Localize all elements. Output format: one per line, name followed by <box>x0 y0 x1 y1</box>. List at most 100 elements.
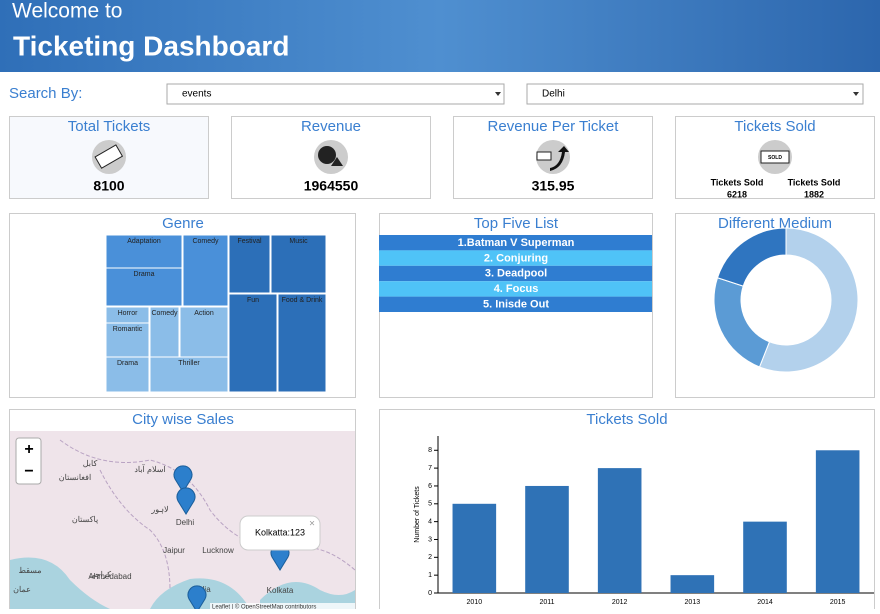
kpi-part-value: 6218 <box>727 189 747 199</box>
top-item: 2. Conjuring <box>484 252 548 264</box>
genre-cell <box>182 234 229 307</box>
panel-title: Top Five List <box>474 215 559 232</box>
x-tick-label: 2011 <box>539 599 554 606</box>
genre-cell <box>270 234 327 294</box>
top-item: 1.Batman V Superman <box>458 237 575 249</box>
kpi-value: 1964550 <box>304 178 359 194</box>
genre-cell <box>105 267 183 307</box>
genre-label: Music <box>289 238 308 245</box>
genre-label: Thriller <box>178 360 200 367</box>
icon <box>760 150 790 164</box>
bar <box>815 450 860 593</box>
border <box>99 469 171 591</box>
select-by[interactable] <box>166 83 505 105</box>
top-row <box>379 296 652 312</box>
y-tick-label: 4 <box>428 518 432 525</box>
y-tick-label: 1 <box>428 572 432 579</box>
top-row <box>379 281 652 297</box>
y-tick-label: 0 <box>428 590 432 597</box>
icon <box>536 151 552 161</box>
top-item: 3. Deadpool <box>485 268 547 280</box>
x-tick-label: 2012 <box>612 599 628 606</box>
x-tick-label: 2010 <box>467 599 483 606</box>
zoom-box <box>15 437 42 485</box>
genre-cell <box>149 356 229 393</box>
kpi-title: Revenue Per Ticket <box>488 118 620 135</box>
icon <box>94 144 124 169</box>
map[interactable]: کابل اسلام آباد افغانستان لاہور Delhi پاکستان… <box>10 431 356 613</box>
icon <box>318 146 336 164</box>
place: Kolkata <box>267 586 294 595</box>
genre-label: Drama <box>117 360 138 367</box>
donut-segment <box>758 227 859 373</box>
panel-title: Different Medium <box>718 215 832 232</box>
place: عمان <box>13 585 31 594</box>
bar <box>452 503 497 593</box>
header <box>0 0 880 72</box>
genre-label: Festival <box>237 238 262 245</box>
place: افغانستان <box>59 473 91 482</box>
top-item: 5. Inisde Out <box>483 299 549 311</box>
genre-cell <box>228 293 278 393</box>
genre-label: Action <box>194 310 214 317</box>
donut-segment <box>716 227 787 287</box>
genre-cell <box>179 306 229 358</box>
caret <box>853 92 859 96</box>
place: مسقط <box>18 566 41 575</box>
genre-label: Fun <box>247 297 259 304</box>
bar <box>525 485 569 593</box>
place: اسلام آباد <box>134 464 165 474</box>
select-city-value: Delhi <box>542 89 565 100</box>
x-tick-label: 2015 <box>830 599 846 606</box>
kpi-value: 8100 <box>93 178 124 194</box>
kpi-part-value: 1882 <box>804 189 824 199</box>
genre-cell <box>149 306 180 358</box>
search-label: Search By: <box>9 85 82 102</box>
bar <box>743 521 787 593</box>
place: Jaipur <box>163 546 185 555</box>
place: Lucknow <box>202 546 234 555</box>
y-tick-label: 7 <box>428 465 432 472</box>
select-by-value: events <box>182 89 211 100</box>
genre-cell <box>228 234 271 294</box>
zoom-out[interactable]: − <box>24 463 33 480</box>
top-row <box>379 235 652 251</box>
place: کراچی <box>89 570 111 579</box>
top-row <box>379 265 652 282</box>
genre-label: Comedy <box>151 310 178 317</box>
icon <box>331 157 343 166</box>
genre-cell <box>105 322 150 358</box>
caret <box>495 92 501 96</box>
map-water <box>10 557 110 609</box>
y-tick-label: 5 <box>428 501 432 508</box>
y-axis-label: Number of Tickets <box>414 486 421 543</box>
kpi-part-label: Tickets Sold <box>788 177 841 187</box>
panel-title: City wise Sales <box>132 411 234 428</box>
zoom-in[interactable]: + <box>24 441 33 458</box>
genre-label: Horror <box>118 310 139 317</box>
kpi-title: Total Tickets <box>68 118 151 135</box>
popup <box>239 515 321 551</box>
map-marker[interactable] <box>173 465 193 493</box>
map-marker[interactable] <box>187 585 207 613</box>
genre-label: Comedy <box>192 238 219 245</box>
y-tick-label: 8 <box>428 447 432 454</box>
title: Ticketing Dashboard <box>13 30 289 61</box>
place: Delhi <box>176 518 194 527</box>
genre-cell <box>105 234 183 269</box>
popup-close[interactable]: × <box>309 519 315 530</box>
popup-text: Kolkatta:123 <box>255 527 305 537</box>
top-item: 4. Focus <box>494 283 539 295</box>
map-marker[interactable] <box>176 487 196 515</box>
select-city[interactable] <box>526 83 864 105</box>
kpi-part-label: Tickets Sold <box>711 177 764 187</box>
kpi-title: Tickets Sold <box>734 118 815 135</box>
genre-label: Food & Drink <box>282 297 323 304</box>
bar <box>670 575 715 593</box>
kpi-title: Revenue <box>301 118 361 135</box>
top-row <box>379 250 652 266</box>
genre-cell <box>277 293 327 393</box>
map-water <box>260 582 355 609</box>
genre-label: Adaptation <box>127 238 161 245</box>
